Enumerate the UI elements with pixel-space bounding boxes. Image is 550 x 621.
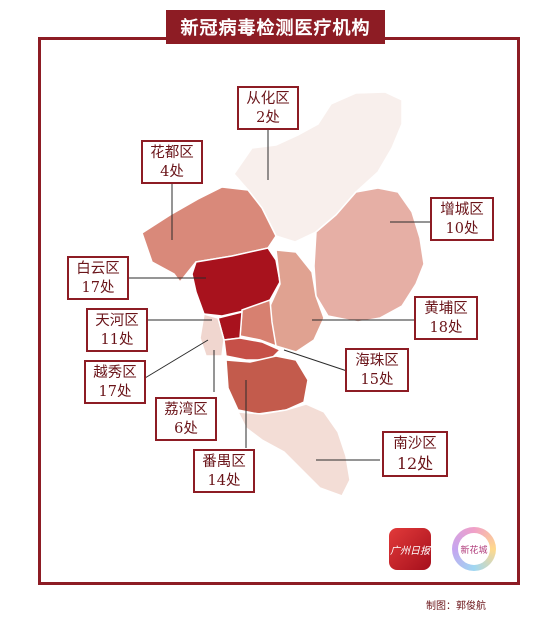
label-tianhe[interactable]: 天河区 11处 [86,308,148,352]
label-haizhu[interactable]: 海珠区 15处 [345,348,409,392]
label-huangpu[interactable]: 黄埔区 18处 [414,296,478,340]
label-zengcheng[interactable]: 增城区 10处 [430,197,494,241]
district-conghua[interactable] [233,91,403,243]
district-huangpu[interactable] [267,249,325,353]
district-name: 增城区 [440,202,484,218]
map-credit: 制图：郭俊航 [426,601,486,612]
district-name: 白云区 [76,261,120,277]
leader-lines [126,128,430,461]
district-name: 从化区 [246,91,290,107]
xinhuacheng-logo[interactable]: 新花城 [452,527,496,571]
label-yuexiu[interactable]: 越秀区 17处 [84,360,146,404]
district-name: 海珠区 [355,353,399,369]
district-count: 2处 [256,110,280,126]
district-name: 番禺区 [202,454,246,470]
district-name: 花都区 [150,145,194,161]
label-panyu[interactable]: 番禺区 14处 [193,449,255,493]
district-name: 黄埔区 [424,301,468,317]
district-count: 15处 [360,372,394,388]
district-name: 荔湾区 [164,402,208,418]
district-count: 18处 [429,320,463,336]
logo-text: 新花城 [458,533,490,565]
district-count: 12处 [396,454,434,473]
district-count: 11处 [100,332,134,348]
label-huadu[interactable]: 花都区 4处 [141,140,203,184]
guangzhou-daily-logo[interactable]: 广州日报 [389,528,431,570]
district-name: 天河区 [95,313,139,329]
district-count: 14处 [207,473,241,489]
district-liwan[interactable] [199,313,225,357]
district-count: 4处 [160,164,184,180]
district-huadu[interactable] [141,186,277,284]
label-baiyun[interactable]: 白云区 17处 [67,256,129,300]
district-haizhu[interactable] [223,337,282,361]
district-count: 17处 [81,280,115,296]
label-liwan[interactable]: 荔湾区 6处 [155,397,217,441]
district-count: 10处 [445,221,479,237]
district-count: 17处 [98,384,132,400]
logo-text: 广州日报 [390,545,430,557]
label-nansha[interactable]: 南沙区 12处 [382,431,448,477]
map-frame [38,37,520,585]
district-nansha[interactable] [236,403,351,497]
district-name: 南沙区 [393,436,437,452]
district-count: 6处 [174,421,198,437]
district-panyu[interactable] [225,355,309,415]
label-conghua[interactable]: 从化区 2处 [237,86,299,130]
district-name: 越秀区 [93,365,137,381]
